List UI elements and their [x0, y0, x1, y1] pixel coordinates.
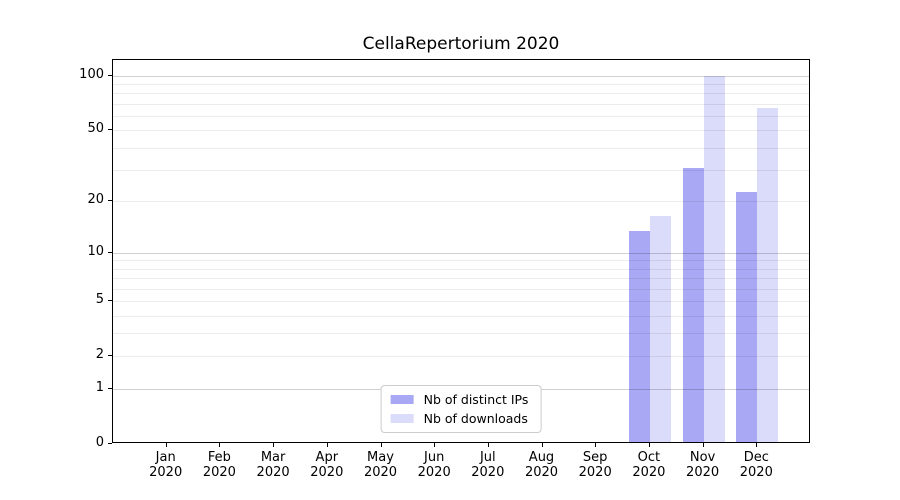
x-tick-label-jan: Jan 2020	[149, 450, 183, 480]
x-tick-jan	[165, 443, 167, 447]
bar-distinct-ips-nov	[682, 168, 704, 442]
x-tick-oct	[648, 443, 650, 447]
x-tick-feb	[219, 443, 221, 447]
y-tick-0	[108, 443, 112, 444]
bar-downloads-dec	[757, 107, 779, 442]
y-tick-label-0: 0	[95, 435, 104, 450]
x-tick-label-apr: Apr 2020	[310, 450, 344, 480]
legend-swatch-distinct-ips	[390, 395, 414, 404]
legend-item-distinct-ips: Nb of distinct IPs	[390, 392, 529, 407]
x-tick-label-nov: Nov 2020	[686, 450, 720, 480]
x-tick-label-feb: Feb 2020	[202, 450, 236, 480]
y-tick-20	[108, 200, 112, 202]
x-tick-label-jun: Jun 2020	[417, 450, 451, 480]
legend-label-distinct-ips: Nb of distinct IPs	[423, 392, 529, 407]
y-tick-2	[108, 355, 112, 357]
x-tick-label-may: May 2020	[363, 450, 398, 480]
y-tick-label-50: 50	[87, 121, 104, 137]
x-tick-label-aug: Aug 2020	[524, 450, 559, 480]
y-tick-10	[108, 251, 112, 253]
chart-title: CellaRepertorium 2020	[362, 34, 560, 54]
y-tick-50	[108, 129, 112, 131]
x-tick-label-oct: Oct 2020	[632, 450, 666, 480]
plot-area: Nb of distinct IPs Nb of downloads	[112, 59, 810, 443]
x-tick-label-jul: Jul 2020	[471, 450, 505, 480]
legend: Nb of distinct IPs Nb of downloads	[380, 385, 542, 433]
x-tick-may	[380, 443, 382, 447]
x-tick-nov	[702, 443, 704, 447]
x-tick-label-sep: Sep 2020	[578, 450, 612, 480]
x-tick-jun	[434, 443, 436, 447]
y-tick-1	[108, 387, 112, 389]
x-tick-label-dec: Dec 2020	[739, 450, 773, 480]
bar-distinct-ips-dec	[736, 191, 758, 442]
legend-item-downloads: Nb of downloads	[390, 411, 529, 426]
bar-downloads-oct	[649, 215, 671, 442]
x-tick-aug	[541, 443, 543, 447]
x-tick-apr	[326, 443, 328, 447]
x-tick-sep	[595, 443, 597, 447]
y-tick-label-2: 2	[95, 347, 104, 363]
bar-downloads-nov	[703, 76, 725, 442]
x-tick-dec	[756, 443, 758, 447]
y-tick-label-20: 20	[87, 192, 104, 208]
x-tick-label-mar: Mar 2020	[256, 450, 290, 480]
y-tick-label-1: 1	[95, 379, 104, 395]
y-tick-label-10: 10	[87, 243, 104, 259]
x-tick-mar	[273, 443, 275, 447]
y-tick-label-5: 5	[95, 292, 104, 307]
legend-label-downloads: Nb of downloads	[423, 411, 528, 426]
bar-distinct-ips-oct	[628, 231, 650, 442]
x-tick-jul	[487, 443, 489, 447]
y-tick-label-100: 100	[79, 66, 104, 82]
y-tick-5	[108, 300, 112, 301]
y-tick-100	[108, 74, 112, 76]
legend-swatch-downloads	[390, 414, 414, 423]
